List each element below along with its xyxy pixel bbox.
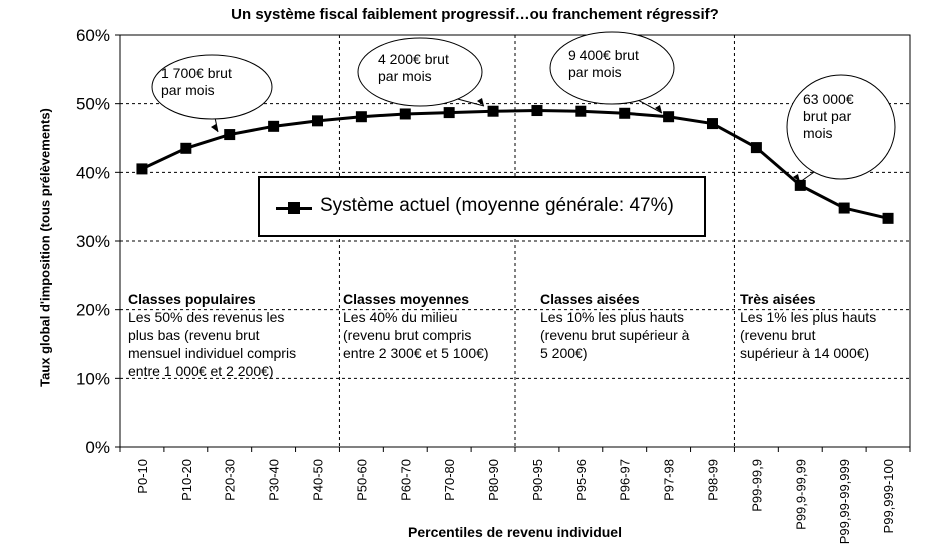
- section-classes-aisees: Classes aisées Les 10% les plus hauts (r…: [540, 290, 689, 362]
- x-tick-label: P20-30: [223, 459, 238, 501]
- callout-line: 4 200€ brut: [378, 51, 449, 67]
- data-point: [487, 105, 499, 117]
- data-point: [224, 129, 236, 141]
- y-axis-label: Taux global d'imposition (tous prélèveme…: [37, 108, 53, 387]
- legend-marker-swatch: [288, 202, 300, 214]
- callout-line: brut par: [803, 108, 852, 124]
- x-axis: P0-10 P10-20 P20-30 P30-40 P40-50 P50-60 P60-7…: [119, 447, 911, 544]
- data-point: [750, 142, 762, 154]
- data-point: [355, 111, 367, 123]
- callout-line: mois: [803, 125, 833, 141]
- y-axis: 0% 10% 20% 30% 40% 50% 60%: [76, 26, 120, 457]
- section-separators: [338, 35, 735, 447]
- y-tick-label: 30%: [76, 232, 110, 251]
- section-line: (revenu brut supérieur à: [540, 327, 690, 343]
- data-point: [268, 120, 280, 132]
- section-line: (revenu brut compris: [343, 327, 472, 343]
- data-point: [312, 115, 323, 127]
- y-tick-label: 0%: [85, 438, 110, 457]
- x-tick-label: P99,9-99,99: [793, 459, 808, 530]
- x-tick-label: P40-50: [311, 459, 326, 501]
- section-line: supérieur à 14 000€): [740, 345, 870, 361]
- x-tick-label: P30-40: [267, 459, 282, 501]
- callout-line: par mois: [568, 64, 622, 80]
- x-tick-label: P97-98: [662, 459, 677, 501]
- callout-bubble: [357, 37, 483, 107]
- data-point: [619, 107, 631, 119]
- section-classes-moyennes: Classes moyennes Les 40% du milieu (reve…: [343, 290, 489, 362]
- section-line: (revenu brut: [740, 327, 816, 343]
- x-tick-label: P95-96: [574, 459, 589, 501]
- y-tick-label: 10%: [76, 369, 110, 388]
- callout-bubble: [786, 74, 896, 180]
- series-line: [141, 109, 889, 220]
- section-classes-populaires: Classes populaires Les 50% des revenus l…: [128, 290, 296, 380]
- section-line: mensuel individuel compris: [128, 345, 297, 361]
- y-tick-label: 20%: [76, 301, 110, 320]
- data-point: [136, 163, 148, 175]
- y-tick-label: 60%: [76, 26, 110, 45]
- x-tick-label: P60-70: [398, 459, 413, 501]
- x-tick-label: P70-80: [442, 459, 457, 501]
- section-line: entre 2 300€ et 5 100€): [343, 345, 489, 361]
- callout-line: par mois: [161, 82, 215, 98]
- section-line: Les 1% les plus hauts: [740, 309, 877, 325]
- callout-arrowhead: [655, 105, 662, 113]
- section-line: entre 1 000€ et 2 200€): [128, 363, 274, 379]
- section-title: Classes aisées: [540, 291, 640, 307]
- x-tick-label: P98-99: [706, 459, 721, 501]
- callout-9400: 9 400€ brut par mois: [568, 47, 639, 81]
- callout-line: 9 400€ brut: [568, 47, 639, 63]
- data-point: [838, 202, 850, 214]
- data-point: [399, 108, 411, 120]
- y-tick-label: 40%: [76, 163, 110, 182]
- section-title: Classes populaires: [128, 291, 256, 307]
- x-tick-label: P10-20: [179, 459, 194, 501]
- data-point: [575, 105, 587, 117]
- callout-line: 63 000€: [803, 91, 854, 107]
- section-title: Très aisées: [740, 291, 816, 307]
- callout-line: 1 700€ brut: [161, 65, 232, 81]
- x-tick-label: P99,999-100: [881, 459, 896, 533]
- section-line: Les 40% du milieu: [343, 309, 458, 325]
- section-title: Classes moyennes: [343, 291, 470, 307]
- callout-arrowhead: [477, 98, 484, 106]
- callout-line: par mois: [378, 68, 432, 84]
- callout-63000: 63 000€ brut par mois: [803, 91, 854, 142]
- callout-4200: 4 200€ brut par mois: [378, 51, 449, 85]
- section-line: Les 50% des revenus les: [128, 309, 285, 325]
- series-line: [136, 105, 894, 224]
- data-point: [663, 111, 675, 123]
- x-tick-label: P80-90: [486, 459, 501, 501]
- legend: Système actuel (moyenne générale: 47%): [258, 176, 706, 237]
- data-point: [707, 118, 718, 130]
- x-tick-label: P99-99,9: [749, 459, 764, 512]
- x-tick-label: P50-60: [354, 459, 369, 501]
- section-line: 5 200€): [540, 345, 588, 361]
- x-tick-label: P0-10: [135, 459, 150, 494]
- data-point: [794, 179, 806, 191]
- callout-bubble: [151, 54, 273, 120]
- data-point: [531, 105, 543, 117]
- section-line: plus bas (revenu brut: [128, 327, 260, 343]
- chart-title: Un système fiscal faiblement progressif……: [231, 6, 719, 23]
- x-tick-label: P96-97: [618, 459, 633, 501]
- data-point: [882, 212, 894, 224]
- y-tick-label: 50%: [76, 95, 110, 114]
- legend-label: Système actuel (moyenne générale: 47%): [320, 195, 674, 216]
- callout-bubble: [549, 31, 675, 105]
- x-axis-label: Percentiles de revenu individuel: [408, 524, 622, 540]
- x-tick-label: P99,99-99,999: [837, 459, 852, 544]
- data-point: [443, 107, 455, 119]
- data-point: [180, 142, 192, 154]
- callout-1700: 1 700€ brut par mois: [161, 65, 232, 99]
- callout-arrowhead: [211, 124, 218, 132]
- x-tick-label: P90-95: [530, 459, 545, 501]
- section-line: Les 10% les plus hauts: [540, 309, 684, 325]
- callout-bubbles: [151, 31, 896, 183]
- section-tres-aisees: Très aisées Les 1% les plus hauts (reven…: [740, 290, 876, 362]
